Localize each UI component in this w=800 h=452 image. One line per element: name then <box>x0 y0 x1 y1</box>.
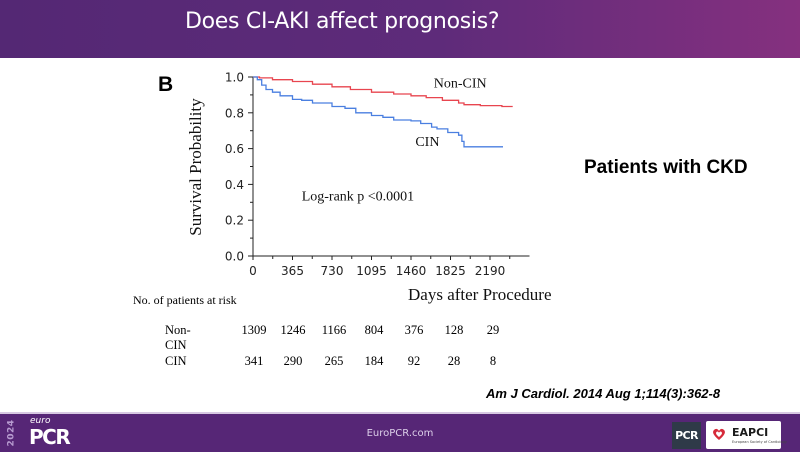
risk-row-label: Non-CIN <box>165 323 191 352</box>
chart-curves <box>253 76 513 148</box>
x-tick-label: 365 <box>281 264 304 278</box>
risk-cell: 92 <box>407 354 421 368</box>
side-label: Patients with CKD <box>584 157 748 178</box>
risk-cell: 184 <box>364 354 384 368</box>
pcr-logo: PCR <box>672 422 701 449</box>
km-curve-cin <box>253 76 503 148</box>
y-tick-label: 1.0 <box>225 71 244 85</box>
risk-cell: 29 <box>486 323 500 337</box>
survival-chart: 0.0 0.2 0.4 0.6 0.8 1.0 0 365 730 1095 1460 1825 219… <box>186 71 552 305</box>
risk-cell: 28 <box>447 354 461 368</box>
risk-cell: 128 <box>444 323 464 337</box>
annotation-non-cin: Non-CIN <box>434 77 487 92</box>
risk-row-label: CIN <box>165 354 187 368</box>
y-tick-label: 0.4 <box>225 178 244 192</box>
footer-url[interactable]: EuroPCR.com <box>366 428 434 439</box>
heart-icon <box>713 428 725 440</box>
risk-cell: 341 <box>244 354 264 368</box>
chart-axes <box>248 76 530 260</box>
eapci-logo: EAPCI European Society of Cardiology <box>706 421 787 449</box>
risk-cell: 265 <box>324 354 344 368</box>
slide-title: Does CI-AKI affect prognosis? <box>185 9 500 34</box>
risk-cell: 290 <box>283 354 303 368</box>
risk-cell: 804 <box>364 323 384 337</box>
y-tick-label: 0.6 <box>225 142 244 156</box>
y-axis-label: Survival Probability <box>186 98 205 236</box>
y-tick-label: 0.2 <box>225 214 244 228</box>
km-curve-non-cin <box>253 76 513 108</box>
x-axis-label: Days after Procedure <box>408 285 552 304</box>
slide-header: Does CI-AKI affect prognosis? <box>0 0 800 58</box>
x-tick-label: 1825 <box>435 264 466 278</box>
europcr-logo: PCR <box>29 425 71 449</box>
x-tick-label: 2190 <box>475 264 506 278</box>
brand-prefix: euro <box>30 416 51 426</box>
x-tick-label: 730 <box>321 264 344 278</box>
risk-cell: 376 <box>404 323 424 337</box>
chart-labels: 0.0 0.2 0.4 0.6 0.8 1.0 0 365 730 1095 1460 1825 219… <box>186 71 552 305</box>
y-tick-label: 0.0 <box>225 250 244 264</box>
citation: Am J Cardiol. 2014 Aug 1;114(3):362-8 <box>486 386 721 401</box>
x-tick-label: 0 <box>249 264 257 278</box>
risk-table-title: No. of patients at risk <box>133 293 237 307</box>
footer: 2024 euro PCR EuroPCR.com PCR EAPCI Euro… <box>0 412 800 452</box>
y-tick-label: 0.8 <box>225 106 244 120</box>
eapci-subtext: European Society of Cardiology <box>732 440 787 444</box>
risk-cell: 1166 <box>321 323 347 337</box>
panel-letter: B <box>158 73 174 96</box>
eapci-text: EAPCI <box>732 426 769 439</box>
risk-cell: 1309 <box>241 323 267 337</box>
risk-cell: 1246 <box>280 323 306 337</box>
annotation-log-rank-p-0-0001: Log-rank p <0.0001 <box>302 190 415 205</box>
x-tick-label: 1460 <box>396 264 427 278</box>
annotation-cin: CIN <box>415 135 439 150</box>
risk-cell: 8 <box>489 354 497 368</box>
x-tick-label: 1095 <box>356 264 387 278</box>
